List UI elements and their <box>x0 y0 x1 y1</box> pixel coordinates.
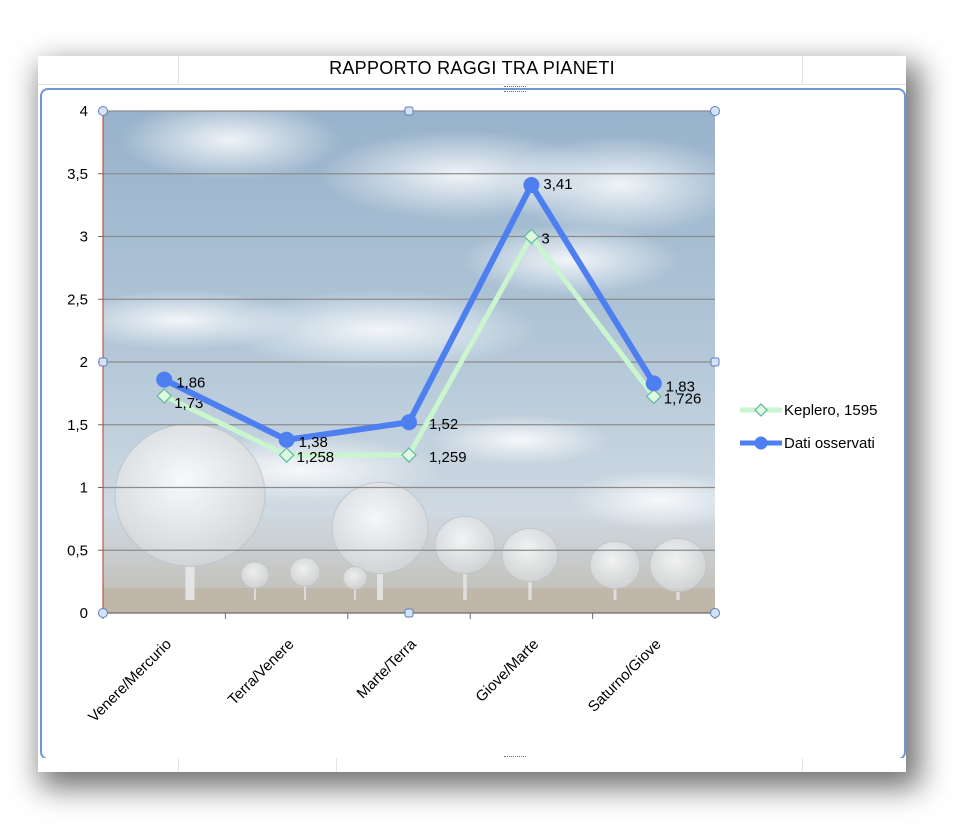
radio-dish-icon <box>501 527 559 600</box>
dish-bowl <box>649 537 707 593</box>
legend-label: Keplero, 1595 <box>784 402 877 419</box>
y-tick-label: 1 <box>80 480 88 497</box>
data-point-marker <box>401 414 417 431</box>
data-label: 1,259 <box>429 449 467 466</box>
dish-bowl <box>434 516 496 574</box>
plot-background <box>103 111 715 613</box>
series-keplero: 1,73 1,258 1,259 3 1,726 <box>156 228 702 466</box>
legend-marker <box>754 403 768 417</box>
x-category-label: Venere/Mercurio <box>85 636 175 726</box>
y-tick-label: 3,5 <box>67 166 88 183</box>
radio-dish-icon <box>589 540 641 600</box>
radio-dish-icon <box>342 566 368 600</box>
x-category-label: Terra/Venere <box>225 636 298 709</box>
selection-handle[interactable] <box>710 106 720 116</box>
cloud-shape <box>120 111 340 180</box>
radio-dish-icon <box>649 537 707 600</box>
dish-bowl <box>240 561 270 589</box>
x-category-label: Giove/Marte <box>472 636 542 706</box>
legend-marker <box>754 436 768 450</box>
sheet-column-divider <box>336 758 337 772</box>
cloud-shape <box>430 415 610 465</box>
radio-dish-icon <box>434 516 496 600</box>
selection-handle[interactable] <box>710 357 720 367</box>
selection-handle[interactable] <box>404 106 414 116</box>
cloud-shape <box>570 470 715 530</box>
legend-entry: Keplero, 1595 <box>740 402 877 419</box>
cloud-shape <box>500 135 715 235</box>
data-point-marker <box>645 375 662 392</box>
dish-bowl <box>501 527 559 583</box>
data-label: 1,52 <box>429 416 458 433</box>
data-point-marker <box>278 431 295 448</box>
selection-handle[interactable] <box>98 106 108 116</box>
x-category-label: Saturno/Giove <box>585 636 665 716</box>
dish-bowl <box>342 566 368 590</box>
chart-resize-grip-top[interactable] <box>504 86 526 92</box>
data-point-marker <box>645 388 662 405</box>
y-tick-label: 1,5 <box>67 417 88 434</box>
radio-dish-icon <box>240 561 270 600</box>
series-dati-osservati: 1,86 1,38 1,52 3,41 1,83 <box>156 176 695 451</box>
selection-handle[interactable] <box>404 608 414 618</box>
selection-handle[interactable] <box>98 357 108 367</box>
sheet-column-divider <box>802 56 803 84</box>
gridlines <box>103 110 715 551</box>
data-point-marker <box>156 371 173 388</box>
legend: Keplero, 1595 Dati osservati <box>740 402 877 452</box>
data-label: 1,83 <box>666 378 695 395</box>
cloud-shape <box>103 290 300 350</box>
series-layer: 1,73 1,258 1,259 3 1,726 1,86 1,38 1,52 3,41 1,83 <box>156 176 701 466</box>
data-label: 1,258 <box>297 449 335 466</box>
radio-dish-icon <box>289 557 321 600</box>
sheet-column-divider <box>802 758 803 772</box>
dish-bowl <box>289 557 321 587</box>
cloud-shape <box>460 225 680 295</box>
selection-handles[interactable] <box>98 106 720 618</box>
selection-handle[interactable] <box>98 608 108 618</box>
legend-label: Dati osservati <box>784 435 875 452</box>
data-point-marker <box>401 447 417 463</box>
spreadsheet-header-row: RAPPORTO RAGGI TRA PIANETI <box>38 56 906 85</box>
data-point-marker <box>523 177 540 194</box>
data-point-marker <box>278 447 295 463</box>
data-label: 3 <box>541 231 549 248</box>
data-label: 1,73 <box>174 395 203 412</box>
x-category-label: Marte/Terra <box>354 635 421 702</box>
data-point-marker <box>156 388 173 404</box>
selection-handle[interactable] <box>710 608 720 618</box>
y-tick-label: 0,5 <box>67 542 88 559</box>
data-label: 1,726 <box>664 390 702 407</box>
dish-bowl <box>589 540 641 590</box>
y-tick-label: 0 <box>80 605 88 622</box>
cloud-shape <box>220 290 540 370</box>
spreadsheet-bottom-row <box>38 758 906 772</box>
dish-bowl <box>114 423 266 567</box>
data-label: 1,86 <box>176 375 205 392</box>
chart-title: RAPPORTO RAGGI TRA PIANETI <box>329 58 615 78</box>
data-label: 1,38 <box>299 434 328 451</box>
y-tick-label: 3 <box>80 229 88 246</box>
sheet-column-divider <box>178 758 179 772</box>
data-point-marker <box>523 228 540 245</box>
legend-entry: Dati osservati <box>740 435 875 452</box>
background-photo <box>103 111 715 613</box>
y-tick-label: 2 <box>80 354 88 371</box>
y-tick-label: 4 <box>80 103 88 120</box>
sheet-column-divider <box>178 56 179 84</box>
data-label: 3,41 <box>543 176 572 193</box>
y-tick-label: 2,5 <box>67 291 88 308</box>
